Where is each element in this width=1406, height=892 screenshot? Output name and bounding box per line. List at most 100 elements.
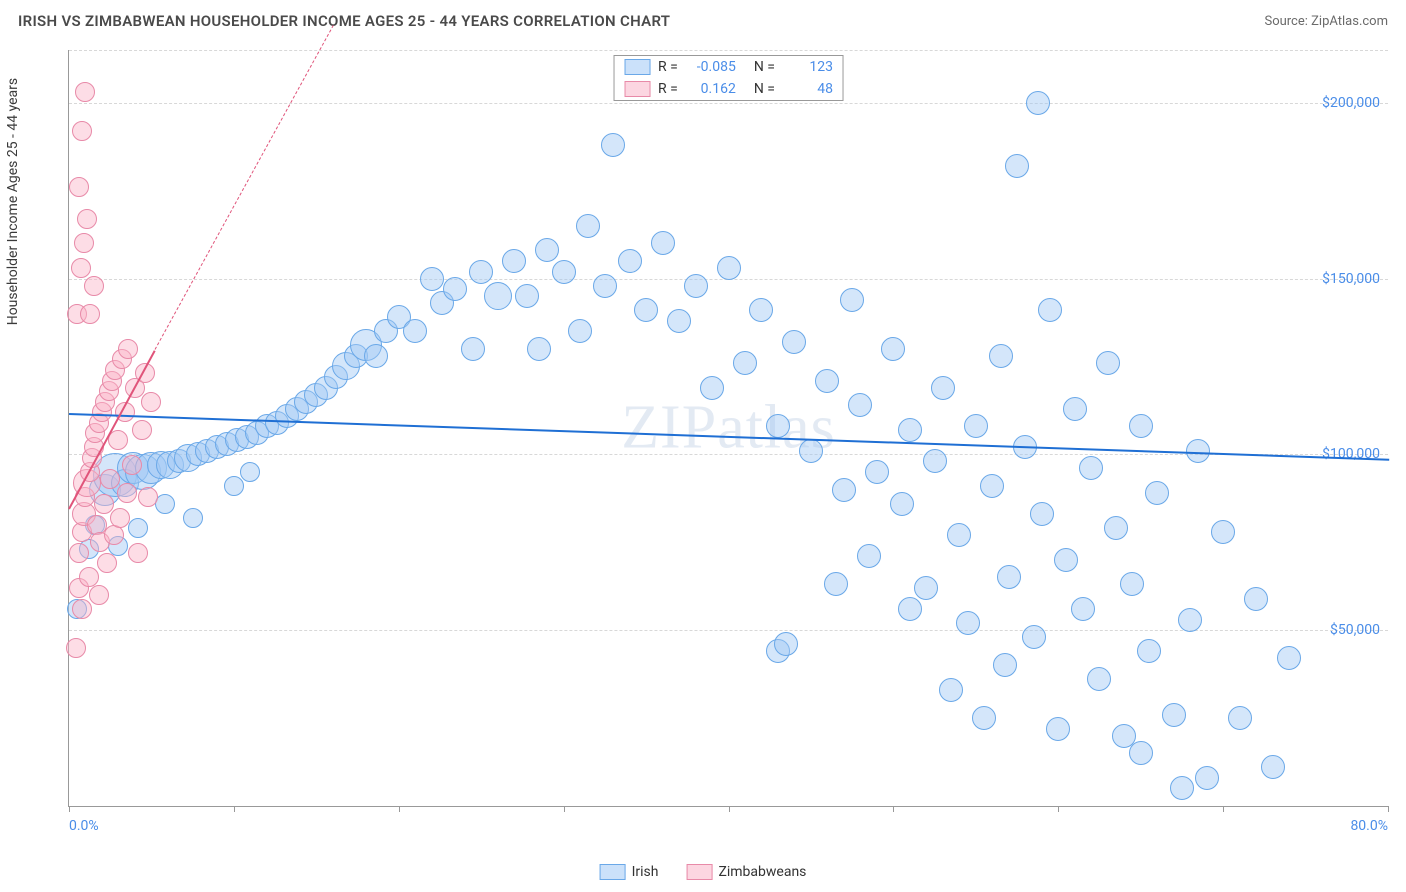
data-point-irish [1079,456,1103,480]
data-point-irish [568,319,592,343]
data-point-irish [1129,741,1153,765]
data-point-irish [502,249,526,273]
r-label: R = [658,81,678,97]
legend: Irish Zimbabweans [600,864,807,880]
data-point-irish [848,393,872,417]
data-point-irish [1054,548,1078,572]
data-point-irish [1186,439,1210,463]
n-label: N = [754,59,775,75]
x-tick [69,806,70,812]
data-point-irish [1145,481,1169,505]
data-point-irish [1104,516,1128,540]
data-point-irish [1005,154,1029,178]
swatch-zimb [686,864,712,880]
r-value: 0.162 [686,81,736,97]
data-point-irish [651,231,675,255]
data-point-zimb [69,177,89,197]
data-point-irish [865,460,889,484]
swatch-irish [624,59,650,75]
x-tick [893,806,894,812]
y-tick-label: $50,000 [1330,622,1380,638]
data-point-zimb [141,392,161,412]
data-point-irish [1096,351,1120,375]
y-tick-label: $200,000 [1322,95,1380,111]
data-point-irish [535,238,559,262]
data-point-irish [1162,703,1186,727]
x-tick [1058,806,1059,812]
data-point-irish [1244,587,1268,611]
data-point-irish [403,319,427,343]
data-point-irish [1063,397,1087,421]
data-point-irish [1170,776,1194,800]
data-point-irish [700,376,724,400]
legend-label: Irish [632,864,659,880]
data-point-zimb [80,304,100,324]
data-point-irish [898,418,922,442]
data-point-zimb [66,638,86,658]
data-point-zimb [117,483,137,503]
data-point-zimb [97,553,117,573]
data-point-irish [1178,608,1202,632]
data-point-irish [956,611,980,635]
data-point-irish [1026,91,1050,115]
data-point-irish [717,256,741,280]
data-point-irish [824,572,848,596]
x-tick [1223,806,1224,812]
data-point-irish [749,298,773,322]
gridline [69,103,1388,104]
data-point-irish [980,474,1004,498]
data-point-zimb [74,233,94,253]
data-point-irish [914,576,938,600]
data-point-irish [972,706,996,730]
data-point-irish [1120,572,1144,596]
data-point-zimb [72,599,92,619]
data-point-irish [618,249,642,273]
data-point-zimb [72,121,92,141]
data-point-irish [947,523,971,547]
n-label: N = [754,81,775,97]
data-point-irish [931,376,955,400]
data-point-irish [939,678,963,702]
data-point-irish [484,282,512,310]
data-point-irish [1228,706,1252,730]
data-point-irish [667,309,691,333]
data-point-irish [1046,717,1070,741]
data-point-irish [1030,502,1054,526]
data-point-irish [515,284,539,308]
data-point-irish [364,344,388,368]
data-point-zimb [128,543,148,563]
chart-source: Source: ZipAtlas.com [1264,14,1388,29]
data-point-zimb [71,258,91,278]
data-point-zimb [84,276,104,296]
data-point-irish [799,439,823,463]
data-point-irish [420,267,444,291]
legend-label: Zimbabweans [718,864,806,880]
data-point-irish [128,518,148,538]
x-tick [1388,806,1389,812]
r-value: -0.085 [686,59,736,75]
data-point-zimb [77,209,97,229]
data-point-irish [634,298,658,322]
data-point-irish [1195,766,1219,790]
stats-box: R =-0.085N =123R =0.162N =48 [613,55,844,101]
data-point-irish [1071,597,1095,621]
data-point-irish [593,274,617,298]
trend-line [154,26,333,350]
data-point-irish [443,277,467,301]
data-point-irish [1038,298,1062,322]
data-point-irish [552,260,576,284]
data-point-irish [601,133,625,157]
data-point-irish [964,414,988,438]
data-point-irish [881,337,905,361]
data-point-zimb [118,339,138,359]
x-tick [234,806,235,812]
data-point-irish [898,597,922,621]
n-value: 48 [783,81,833,97]
swatch-irish [600,864,626,880]
data-point-irish [1087,667,1111,691]
data-point-irish [993,653,1017,677]
data-point-irish [1261,755,1285,779]
chart-container: Householder Income Ages 25 - 44 years ZI… [18,50,1388,832]
data-point-irish [461,337,485,361]
data-point-zimb [122,455,142,475]
